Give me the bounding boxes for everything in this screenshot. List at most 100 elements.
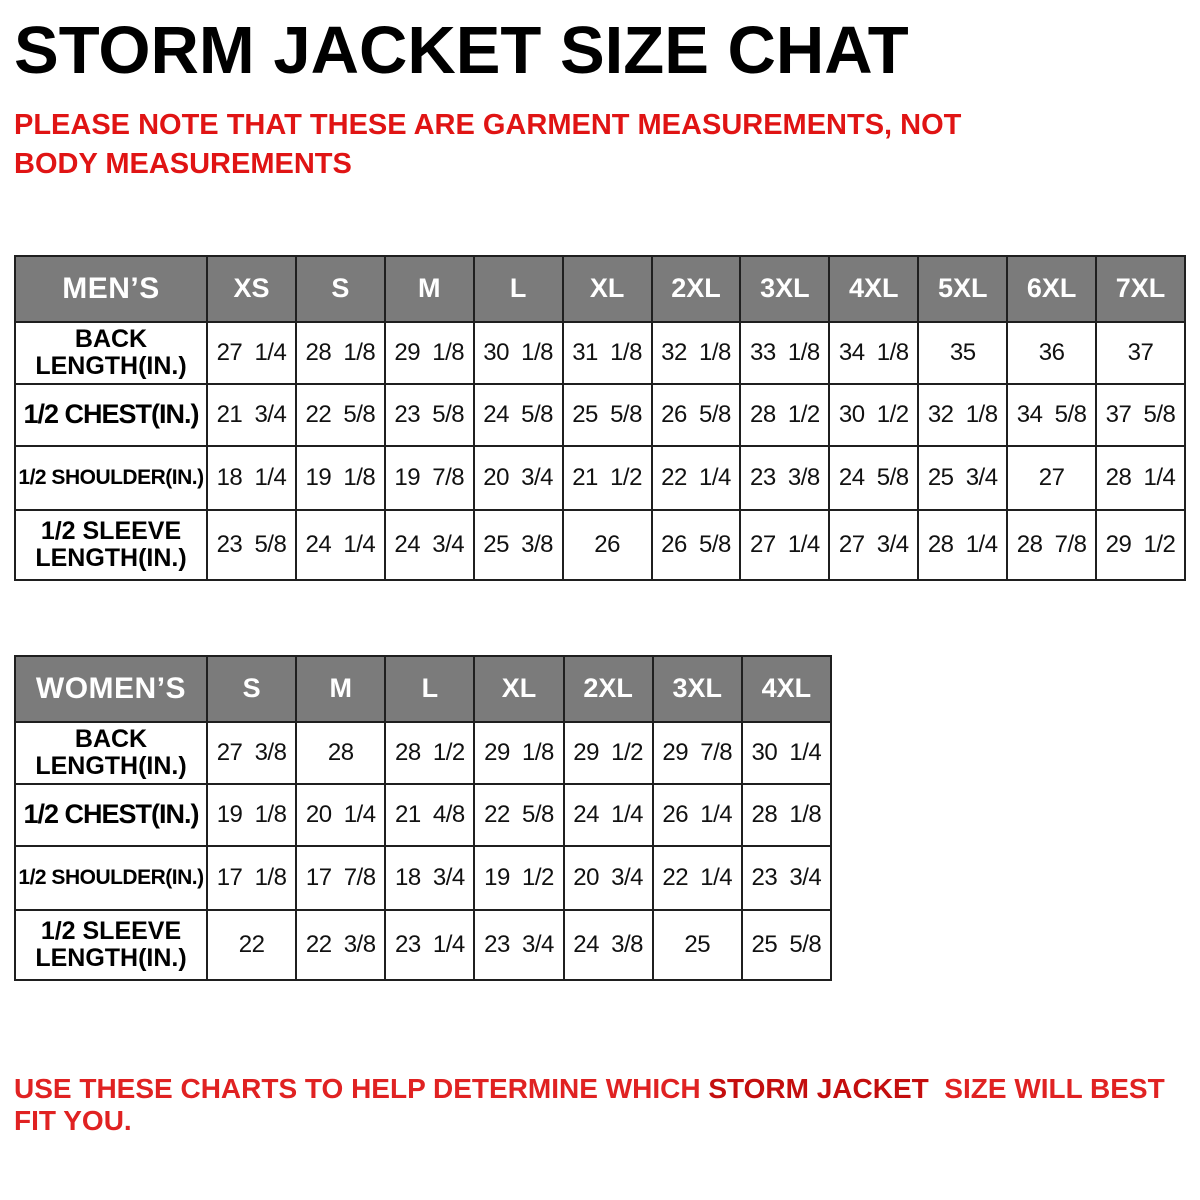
size-cell: 25 3/8 <box>472 508 564 581</box>
mens-size-header-m: M <box>383 254 475 323</box>
size-cell: 20 1/4 <box>295 782 387 847</box>
size-cell: 24 1/4 <box>562 782 654 847</box>
size-cell: 17 1/8 <box>205 844 298 911</box>
size-cell: 29 7/8 <box>651 720 743 785</box>
mens-size-header-3xl: 3XL <box>739 254 831 323</box>
mens-back-length-row: BACK LENGTH(IN.) 27 1/4 28 1/8 29 1/8 30… <box>14 320 1186 385</box>
size-cell: 22 <box>205 908 298 981</box>
size-cell: 29 1/8 <box>383 320 475 385</box>
size-cell: 28 <box>295 720 387 785</box>
size-cell: 28 1/2 <box>739 382 831 447</box>
footer-prefix: USE THESE CHARTS TO HELP DETERMINE WHICH <box>14 1072 709 1104</box>
mens-size-header-7xl: 7XL <box>1095 254 1186 323</box>
womens-size-header-m: M <box>295 654 387 723</box>
size-cell: 24 3/4 <box>383 508 475 581</box>
size-cell: 18 1/4 <box>206 444 297 511</box>
womens-size-header-4xl: 4XL <box>740 654 833 723</box>
size-cell: 28 1/2 <box>384 720 476 785</box>
mens-size-header-xl: XL <box>561 254 653 323</box>
footer-highlight: STORM JACKET <box>708 1072 929 1104</box>
size-cell: 25 5/8 <box>740 908 833 981</box>
size-cell: 28 1/8 <box>294 320 386 385</box>
size-cell: 28 1/8 <box>740 782 833 847</box>
row-label: 1/2 CHEST(IN.) <box>14 382 208 447</box>
size-cell: 22 5/8 <box>473 782 565 847</box>
size-cell: 26 <box>561 508 653 581</box>
size-cell: 30 1/8 <box>472 320 564 385</box>
size-cell: 19 1/8 <box>294 444 386 511</box>
size-cell: 35 <box>917 320 1009 385</box>
size-cell: 29 1/8 <box>473 720 565 785</box>
size-cell: 37 <box>1095 320 1186 385</box>
size-cell: 28 1/4 <box>1095 444 1186 511</box>
size-cell: 30 1/2 <box>828 382 920 447</box>
size-cell: 27 1/4 <box>206 320 297 385</box>
womens-size-header-xl: XL <box>473 654 565 723</box>
size-cell: 33 1/8 <box>739 320 831 385</box>
row-label: BACK LENGTH(IN.) <box>14 320 208 385</box>
womens-size-table: WOMEN’S S M L XL 2XL 3XL 4XL BACK LENGTH… <box>14 654 833 981</box>
row-label: 1/2 SLEEVE LENGTH(IN.) <box>14 508 208 581</box>
footer-note: USE THESE CHARTS TO HELP DETERMINE WHICH… <box>14 1073 1186 1137</box>
row-label: 1/2 SHOULDER(IN.) <box>14 444 208 511</box>
mens-shoulder-row: 1/2 SHOULDER(IN.) 18 1/4 19 1/8 19 7/8 2… <box>14 444 1186 511</box>
size-cell: 23 3/8 <box>739 444 831 511</box>
size-cell: 28 7/8 <box>1006 508 1098 581</box>
womens-sleeve-row: 1/2 SLEEVE LENGTH(IN.) 22 22 3/8 23 1/4 … <box>14 908 833 981</box>
size-cell: 23 5/8 <box>206 508 297 581</box>
size-cell: 21 1/2 <box>561 444 653 511</box>
size-cell: 32 1/8 <box>650 320 742 385</box>
size-cell: 31 1/8 <box>561 320 653 385</box>
size-cell: 23 5/8 <box>383 382 475 447</box>
size-cell: 21 3/4 <box>206 382 297 447</box>
size-cell: 25 <box>651 908 743 981</box>
size-cell: 28 1/4 <box>917 508 1009 581</box>
womens-shoulder-row: 1/2 SHOULDER(IN.) 17 1/8 17 7/8 18 3/4 1… <box>14 844 833 911</box>
mens-size-header-5xl: 5XL <box>917 254 1009 323</box>
row-label: 1/2 CHEST(IN.) <box>14 782 208 847</box>
garment-measurement-note: PLEASE NOTE THAT THESE ARE GARMENT MEASU… <box>14 109 962 180</box>
size-cell: 36 <box>1006 320 1098 385</box>
womens-table-title: WOMEN’S <box>14 654 208 723</box>
size-cell: 22 3/8 <box>295 908 387 981</box>
mens-size-table: MEN’S XS S M L XL 2XL 3XL 4XL 5XL 6XL 7X… <box>14 254 1186 581</box>
womens-chest-row: 1/2 CHEST(IN.) 19 1/8 20 1/4 21 4/8 22 5… <box>14 782 833 847</box>
size-cell: 30 1/4 <box>740 720 833 785</box>
mens-sleeve-row: 1/2 SLEEVE LENGTH(IN.) 23 5/8 24 1/4 24 … <box>14 508 1186 581</box>
size-cell: 19 1/2 <box>473 844 565 911</box>
mens-size-header-4xl: 4XL <box>828 254 920 323</box>
size-cell: 24 1/4 <box>294 508 386 581</box>
size-cell: 24 3/8 <box>562 908 654 981</box>
size-cell: 26 5/8 <box>650 382 742 447</box>
row-label: 1/2 SHOULDER(IN.) <box>14 844 208 911</box>
size-cell: 20 3/4 <box>472 444 564 511</box>
page-title: STORM JACKET SIZE CHAT <box>14 13 909 88</box>
mens-size-header-6xl: 6XL <box>1006 254 1098 323</box>
womens-size-header-l: L <box>384 654 476 723</box>
footer-suffix: SIZE WILL BEST FIT YOU. <box>14 1072 1173 1136</box>
womens-size-header-3xl: 3XL <box>651 654 743 723</box>
size-cell: 27 3/4 <box>828 508 920 581</box>
size-cell: 27 1/4 <box>739 508 831 581</box>
size-cell: 27 3/8 <box>205 720 298 785</box>
size-cell: 29 1/2 <box>1095 508 1186 581</box>
size-cell: 18 3/4 <box>384 844 476 911</box>
size-cell: 24 5/8 <box>828 444 920 511</box>
size-cell: 19 7/8 <box>383 444 475 511</box>
size-cell: 26 5/8 <box>650 508 742 581</box>
size-cell: 27 <box>1006 444 1098 511</box>
womens-size-header-2xl: 2XL <box>562 654 654 723</box>
mens-size-header-l: L <box>472 254 564 323</box>
size-cell: 34 1/8 <box>828 320 920 385</box>
size-cell: 37 5/8 <box>1095 382 1186 447</box>
size-cell: 26 1/4 <box>651 782 743 847</box>
mens-size-header-2xl: 2XL <box>650 254 742 323</box>
size-cell: 29 1/2 <box>562 720 654 785</box>
size-cell: 22 1/4 <box>650 444 742 511</box>
size-cell: 23 1/4 <box>384 908 476 981</box>
size-cell: 21 4/8 <box>384 782 476 847</box>
mens-header-row: MEN’S XS S M L XL 2XL 3XL 4XL 5XL 6XL 7X… <box>14 254 1186 323</box>
womens-header-row: WOMEN’S S M L XL 2XL 3XL 4XL <box>14 654 833 723</box>
size-cell: 23 3/4 <box>740 844 833 911</box>
size-cell: 23 3/4 <box>473 908 565 981</box>
